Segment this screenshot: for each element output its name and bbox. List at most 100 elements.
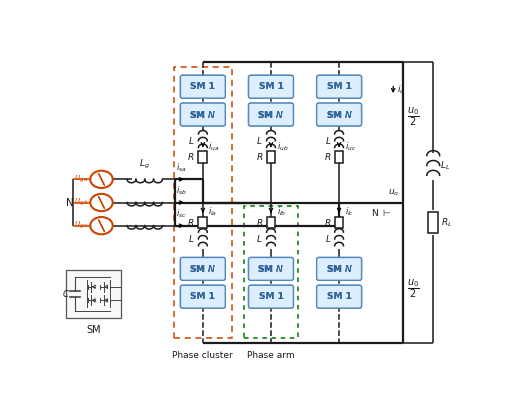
Text: $i_o$: $i_o$ xyxy=(397,83,405,96)
Bar xyxy=(199,151,207,163)
FancyBboxPatch shape xyxy=(249,75,294,98)
Text: $R$: $R$ xyxy=(255,217,263,228)
FancyBboxPatch shape xyxy=(180,257,225,280)
Text: SM 1: SM 1 xyxy=(258,82,283,91)
Text: SM $\it{N}$: SM $\it{N}$ xyxy=(189,109,217,120)
Text: SM 1: SM 1 xyxy=(190,82,215,91)
FancyBboxPatch shape xyxy=(180,285,225,308)
FancyBboxPatch shape xyxy=(249,103,294,126)
Bar xyxy=(428,212,438,233)
Text: SM $N$: SM $N$ xyxy=(189,109,217,120)
Text: $u_o$: $u_o$ xyxy=(388,187,399,198)
Text: $L$: $L$ xyxy=(256,233,263,245)
FancyBboxPatch shape xyxy=(180,285,225,308)
Text: $R$: $R$ xyxy=(188,217,195,228)
Text: $\dfrac{u_0}{2}$: $\dfrac{u_0}{2}$ xyxy=(407,105,420,128)
Bar xyxy=(267,151,276,163)
Text: SM $\it{N}$: SM $\it{N}$ xyxy=(326,263,353,274)
Text: $L$: $L$ xyxy=(325,233,331,245)
FancyBboxPatch shape xyxy=(180,75,225,98)
FancyBboxPatch shape xyxy=(249,285,294,308)
Text: $L$: $L$ xyxy=(325,135,331,146)
Text: SM $\it{N}$: SM $\it{N}$ xyxy=(257,109,284,120)
FancyBboxPatch shape xyxy=(249,257,294,280)
FancyBboxPatch shape xyxy=(316,75,361,98)
Bar xyxy=(334,151,343,163)
Text: SM 1: SM 1 xyxy=(258,82,283,91)
Text: SM $\it{N}$: SM $\it{N}$ xyxy=(326,109,353,120)
FancyBboxPatch shape xyxy=(180,75,225,98)
Bar xyxy=(174,67,232,338)
FancyBboxPatch shape xyxy=(180,103,225,126)
Text: $i_{sc}$: $i_{sc}$ xyxy=(176,208,187,220)
Text: SM 1: SM 1 xyxy=(190,82,215,91)
Text: $\dfrac{u_0}{2}$: $\dfrac{u_0}{2}$ xyxy=(407,277,420,300)
FancyBboxPatch shape xyxy=(316,103,361,126)
FancyBboxPatch shape xyxy=(316,285,361,308)
Text: SM 1: SM 1 xyxy=(327,82,352,91)
Text: $L_L$: $L_L$ xyxy=(440,159,451,172)
Text: $R_L$: $R_L$ xyxy=(442,216,453,229)
Text: $i_{sa}$: $i_{sa}$ xyxy=(176,161,187,174)
Text: $L_g$: $L_g$ xyxy=(140,158,150,171)
Text: SM $N$: SM $N$ xyxy=(257,109,284,120)
Text: $i_{sb}$: $i_{sb}$ xyxy=(176,184,187,197)
Text: Phase cluster: Phase cluster xyxy=(173,351,233,360)
Text: SM 1: SM 1 xyxy=(258,292,283,301)
Text: SM $N$: SM $N$ xyxy=(189,263,217,274)
Text: $i_{lb}$: $i_{lb}$ xyxy=(277,206,286,218)
FancyBboxPatch shape xyxy=(249,75,294,98)
FancyBboxPatch shape xyxy=(316,257,361,280)
Text: SM 1: SM 1 xyxy=(190,292,215,301)
Bar xyxy=(66,269,120,318)
Text: $u_{gb}$: $u_{gb}$ xyxy=(74,197,89,208)
Text: $i_{uc}$: $i_{uc}$ xyxy=(345,140,356,152)
Text: SM $\it{N}$: SM $\it{N}$ xyxy=(326,109,353,120)
FancyBboxPatch shape xyxy=(249,285,294,308)
Text: $R$: $R$ xyxy=(324,217,331,228)
FancyBboxPatch shape xyxy=(316,257,361,280)
FancyBboxPatch shape xyxy=(316,285,361,308)
Text: SM $\it{N}$: SM $\it{N}$ xyxy=(326,263,353,274)
Text: SM $N$: SM $N$ xyxy=(326,263,353,274)
Text: SM $\it{N}$: SM $\it{N}$ xyxy=(189,263,217,274)
Text: $R$: $R$ xyxy=(324,151,331,162)
Text: SM $N$: SM $N$ xyxy=(257,263,284,274)
Text: SM $\it{N}$: SM $\it{N}$ xyxy=(189,109,217,120)
Text: $u_{ga}$: $u_{ga}$ xyxy=(74,174,88,185)
Text: $C$: $C$ xyxy=(62,288,70,299)
Bar xyxy=(244,206,298,338)
Text: $R$: $R$ xyxy=(188,151,195,162)
Text: Phase arm: Phase arm xyxy=(247,351,295,360)
Text: SM: SM xyxy=(86,325,101,335)
Text: SM 1: SM 1 xyxy=(190,292,215,301)
FancyBboxPatch shape xyxy=(249,103,294,126)
Text: SM $N$: SM $N$ xyxy=(326,109,353,120)
Text: $i_{ua}$: $i_{ua}$ xyxy=(208,140,220,152)
Text: N $\vdash$: N $\vdash$ xyxy=(371,207,391,218)
Bar xyxy=(199,217,207,229)
FancyBboxPatch shape xyxy=(249,257,294,280)
Text: SM 1: SM 1 xyxy=(327,82,352,91)
Text: N: N xyxy=(66,198,74,207)
Text: $i_{lc}$: $i_{lc}$ xyxy=(345,206,354,218)
Text: SM 1: SM 1 xyxy=(327,292,352,301)
FancyBboxPatch shape xyxy=(180,257,225,280)
FancyBboxPatch shape xyxy=(316,103,361,126)
Text: SM $\it{N}$: SM $\it{N}$ xyxy=(257,263,284,274)
FancyBboxPatch shape xyxy=(180,103,225,126)
Text: $L$: $L$ xyxy=(188,135,195,146)
Text: SM $\it{N}$: SM $\it{N}$ xyxy=(189,263,217,274)
Text: $u_{gc}$: $u_{gc}$ xyxy=(74,220,88,231)
Bar xyxy=(334,217,343,229)
Text: SM $\it{N}$: SM $\it{N}$ xyxy=(257,263,284,274)
Text: $R$: $R$ xyxy=(255,151,263,162)
FancyBboxPatch shape xyxy=(316,75,361,98)
Text: $L$: $L$ xyxy=(256,135,263,146)
Text: $i_{la}$: $i_{la}$ xyxy=(208,206,218,218)
Text: $L$: $L$ xyxy=(188,233,195,245)
Text: $i_{ub}$: $i_{ub}$ xyxy=(277,140,288,152)
Text: SM $\it{N}$: SM $\it{N}$ xyxy=(257,109,284,120)
Text: SM 1: SM 1 xyxy=(327,292,352,301)
Bar xyxy=(267,217,276,229)
